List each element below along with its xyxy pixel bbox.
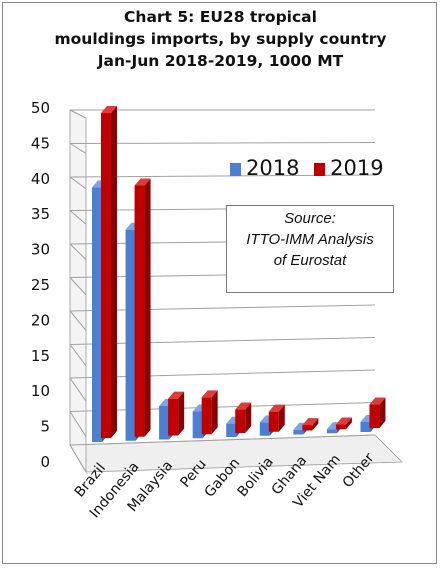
legend-swatch-2019 <box>314 163 326 176</box>
bar-top <box>302 418 319 426</box>
bar-top <box>369 397 386 405</box>
legend-label-2019: 2019 <box>330 156 384 180</box>
y-tick-label: 25 <box>31 276 50 294</box>
bar-2019-other <box>369 397 386 428</box>
bar-top <box>335 417 352 425</box>
source-line-3: of Eurostat <box>273 252 347 269</box>
bar-2019-ghana <box>302 418 319 431</box>
bar-front <box>92 187 102 442</box>
bar-side <box>345 417 352 430</box>
bar-front <box>268 411 279 432</box>
legend-item-2019: 2019 <box>314 156 384 180</box>
chart-title: Chart 5: EU28 tropical mouldings imports… <box>0 6 441 72</box>
gridline <box>69 337 376 345</box>
side-gridline <box>69 143 87 154</box>
bar-front <box>159 406 170 440</box>
side-gridline <box>69 310 87 331</box>
y-tick-label: 15 <box>31 347 50 365</box>
gridline <box>69 434 376 446</box>
bar-side <box>144 178 151 437</box>
bar-2019-malaysia <box>168 391 185 436</box>
bar-front <box>360 421 371 432</box>
bar-side <box>379 397 386 428</box>
bar-front <box>125 229 136 441</box>
legend-item-2018: 2018 <box>230 156 299 180</box>
side-gridline <box>69 411 87 437</box>
y-tick-label: 5 <box>40 418 50 436</box>
y-tick-label: 35 <box>31 205 50 223</box>
gridline <box>69 304 376 312</box>
bar-front <box>101 113 111 439</box>
bar-front <box>192 411 203 439</box>
bar-2019-gabon <box>235 402 252 433</box>
legend-label-2018: 2018 <box>246 156 300 180</box>
bar-top <box>235 402 252 410</box>
side-gridline <box>69 109 87 119</box>
bar-2019-bolivia <box>268 404 285 432</box>
y-tick-label: 50 <box>31 99 50 117</box>
bar-front <box>134 185 145 437</box>
bar-front <box>259 422 270 436</box>
title-line-2: mouldings imports, by supply country <box>54 30 387 48</box>
side-gridline <box>69 377 87 402</box>
bar-front <box>293 429 304 435</box>
side-gridline <box>69 277 87 296</box>
bar-2019-indonesia <box>134 178 151 437</box>
side-gridline <box>69 344 87 367</box>
y-tick-label: 10 <box>31 382 50 400</box>
bar-2019-brazil <box>101 106 117 439</box>
bar-side <box>178 391 185 436</box>
legend-swatch-2018 <box>230 163 241 176</box>
bar-side <box>211 390 218 435</box>
bar-front <box>168 398 179 436</box>
bar-front <box>201 397 212 435</box>
y-tick-label: 45 <box>31 134 50 152</box>
bar-front <box>302 425 313 431</box>
side-gridline <box>69 176 87 190</box>
side-gridline <box>69 210 87 225</box>
gridline <box>69 402 376 412</box>
bar-2019-peru <box>201 390 218 435</box>
title-line-3: Jan-Jun 2018-2019, 1000 MT <box>97 52 344 70</box>
source-line-1: Source: <box>284 210 336 227</box>
bar-side <box>312 418 319 431</box>
bar-front <box>226 423 237 437</box>
side-wall <box>69 109 87 474</box>
bar-front <box>369 404 380 428</box>
bar-top <box>168 391 185 399</box>
gridline <box>69 142 376 144</box>
bar-top <box>268 404 285 412</box>
y-tick-label: 0 <box>40 453 50 471</box>
bar-front <box>326 429 337 434</box>
bar-top <box>101 106 117 114</box>
source-annotation: Source: ITTO-IMM Analysis of Eurostat <box>226 205 394 293</box>
y-tick-label: 20 <box>31 311 50 329</box>
legend: 2018 2019 <box>230 156 392 180</box>
bar-side <box>111 106 117 439</box>
side-gridline <box>69 444 87 473</box>
bar-top <box>134 178 151 186</box>
bar-side <box>278 404 285 432</box>
y-tick-label: 40 <box>31 170 50 188</box>
bar-2019-viet-nam <box>335 417 352 430</box>
bar-top <box>201 390 218 398</box>
bar-front <box>335 424 346 430</box>
bar-side <box>245 402 252 433</box>
title-line-1: Chart 5: EU28 tropical <box>124 8 317 26</box>
source-line-2: ITTO-IMM Analysis <box>246 231 374 248</box>
bar-front <box>235 409 246 433</box>
y-tick-label: 30 <box>31 241 50 259</box>
gridline <box>69 369 376 379</box>
side-gridline <box>69 243 87 260</box>
